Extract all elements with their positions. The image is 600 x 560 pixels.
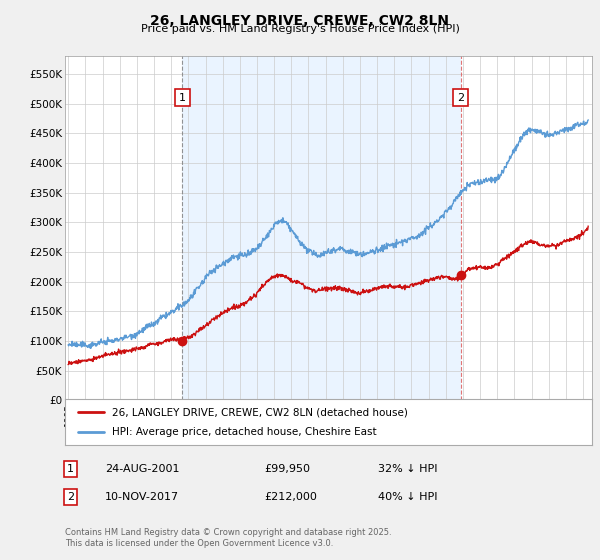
Text: 40% ↓ HPI: 40% ↓ HPI — [378, 492, 437, 502]
Text: £212,000: £212,000 — [264, 492, 317, 502]
Text: 24-AUG-2001: 24-AUG-2001 — [105, 464, 179, 474]
Text: £99,950: £99,950 — [264, 464, 310, 474]
Text: Price paid vs. HM Land Registry's House Price Index (HPI): Price paid vs. HM Land Registry's House … — [140, 24, 460, 34]
Text: 26, LANGLEY DRIVE, CREWE, CW2 8LN (detached house): 26, LANGLEY DRIVE, CREWE, CW2 8LN (detac… — [112, 407, 408, 417]
Bar — [182, 56, 461, 400]
Text: HPI: Average price, detached house, Cheshire East: HPI: Average price, detached house, Ches… — [112, 427, 377, 437]
Text: 26, LANGLEY DRIVE, CREWE, CW2 8LN: 26, LANGLEY DRIVE, CREWE, CW2 8LN — [151, 14, 449, 28]
Text: 10-NOV-2017: 10-NOV-2017 — [105, 492, 179, 502]
Text: 2: 2 — [457, 92, 464, 102]
Text: 1: 1 — [179, 92, 185, 102]
Text: 1: 1 — [67, 464, 74, 474]
Text: Contains HM Land Registry data © Crown copyright and database right 2025.
This d: Contains HM Land Registry data © Crown c… — [65, 528, 391, 548]
Text: 2: 2 — [67, 492, 74, 502]
Text: 32% ↓ HPI: 32% ↓ HPI — [378, 464, 437, 474]
